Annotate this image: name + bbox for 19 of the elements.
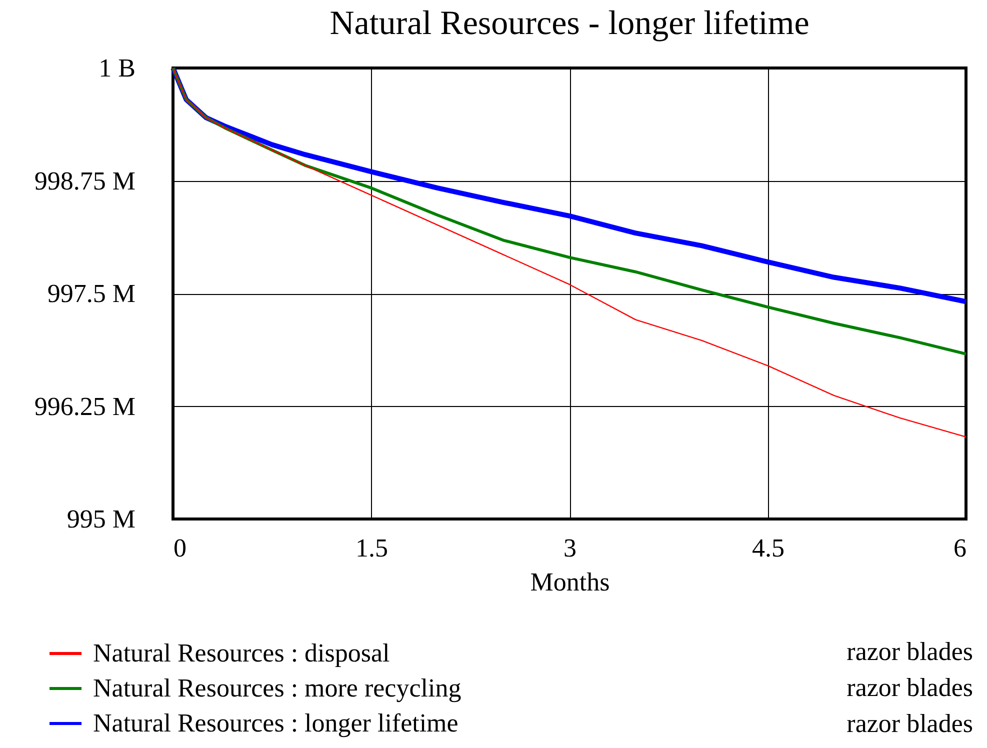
legend-label: Natural Resources : disposal [93, 638, 390, 668]
legend-label: Natural Resources : more recycling [93, 674, 462, 702]
y-tick-label: 1 B [98, 54, 136, 82]
x-tick-label: 6 [954, 534, 966, 562]
y-tick-label: 998.75 M [34, 166, 136, 196]
y-tick-label: 996.25 M [34, 392, 136, 421]
line-series [172, 67, 967, 438]
text: razor blades [846, 709, 973, 739]
y-tick-label: 995 M [66, 504, 136, 534]
x-tick-label: 0 [174, 534, 186, 562]
text: razor blades [846, 637, 973, 667]
legend-label: Natural Resources : longer lifetime [93, 708, 458, 738]
x-tick-label: 4.5 [752, 534, 784, 562]
x-tick-label: 3 [564, 534, 576, 562]
y-tick-label: 997.5 M [47, 279, 136, 308]
text: razor blades [846, 673, 973, 703]
chart-title: Natural Resources - longer lifetime [330, 5, 810, 42]
x-tick-label: 1.5 [356, 534, 388, 562]
x-axis-title: Months [530, 568, 610, 596]
